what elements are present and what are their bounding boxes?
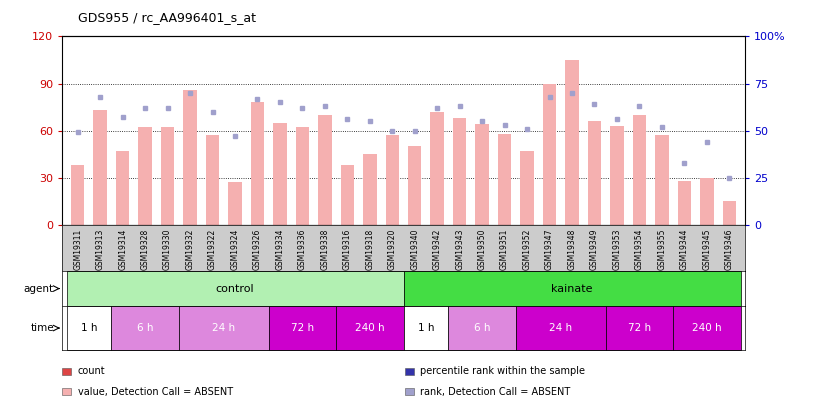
Text: 72 h: 72 h xyxy=(290,323,314,333)
Bar xyxy=(139,128,152,225)
Text: GSM19316: GSM19316 xyxy=(343,228,352,270)
Text: 72 h: 72 h xyxy=(628,323,651,333)
Text: GSM19346: GSM19346 xyxy=(725,228,734,270)
Text: GSM19340: GSM19340 xyxy=(410,228,419,270)
Text: GDS955 / rc_AA996401_s_at: GDS955 / rc_AA996401_s_at xyxy=(78,11,256,24)
Bar xyxy=(655,135,668,225)
Text: GSM19311: GSM19311 xyxy=(73,228,82,270)
Text: GSM19313: GSM19313 xyxy=(95,228,104,270)
Bar xyxy=(565,60,579,225)
Bar xyxy=(588,121,601,225)
Bar xyxy=(408,146,422,225)
Bar xyxy=(161,128,175,225)
Bar xyxy=(453,118,467,225)
Text: count: count xyxy=(78,366,105,376)
Text: GSM19336: GSM19336 xyxy=(298,228,307,270)
Bar xyxy=(184,90,197,225)
Bar xyxy=(116,151,130,225)
Bar xyxy=(722,201,736,225)
Bar xyxy=(543,83,557,225)
Text: GSM19351: GSM19351 xyxy=(500,228,509,270)
Bar xyxy=(498,134,512,225)
Text: 24 h: 24 h xyxy=(212,323,235,333)
Text: GSM19347: GSM19347 xyxy=(545,228,554,270)
Text: rank, Detection Call = ABSENT: rank, Detection Call = ABSENT xyxy=(420,386,570,396)
Text: time: time xyxy=(30,323,54,333)
Bar xyxy=(385,135,399,225)
Bar xyxy=(112,306,179,350)
Bar xyxy=(677,181,691,225)
Text: GSM19324: GSM19324 xyxy=(230,228,240,270)
Text: GSM19326: GSM19326 xyxy=(253,228,262,270)
Text: kainate: kainate xyxy=(552,284,592,294)
Bar xyxy=(336,306,403,350)
Bar xyxy=(476,124,489,225)
Text: GSM19352: GSM19352 xyxy=(522,228,531,270)
Bar xyxy=(179,306,268,350)
Text: 6 h: 6 h xyxy=(474,323,490,333)
Bar xyxy=(273,123,286,225)
Bar xyxy=(251,102,264,225)
Text: GSM19355: GSM19355 xyxy=(658,228,667,270)
Bar xyxy=(363,154,376,225)
Text: GSM19348: GSM19348 xyxy=(567,228,577,270)
Text: GSM19320: GSM19320 xyxy=(388,228,397,270)
Bar xyxy=(318,115,331,225)
Text: 240 h: 240 h xyxy=(355,323,384,333)
Text: agent: agent xyxy=(24,284,54,294)
Bar xyxy=(521,151,534,225)
Text: control: control xyxy=(215,284,255,294)
Text: GSM19322: GSM19322 xyxy=(208,228,217,270)
Bar xyxy=(673,306,740,350)
Text: percentile rank within the sample: percentile rank within the sample xyxy=(420,366,585,376)
Bar xyxy=(71,165,85,225)
Bar xyxy=(67,306,112,350)
Text: GSM19354: GSM19354 xyxy=(635,228,644,270)
Text: 6 h: 6 h xyxy=(137,323,153,333)
Text: GSM19344: GSM19344 xyxy=(680,228,689,270)
Text: GSM19342: GSM19342 xyxy=(432,228,441,270)
Bar xyxy=(516,306,605,350)
Bar xyxy=(206,135,220,225)
Bar xyxy=(228,182,242,225)
Text: value, Detection Call = ABSENT: value, Detection Call = ABSENT xyxy=(78,386,233,396)
Text: 1 h: 1 h xyxy=(81,323,97,333)
Bar xyxy=(295,128,309,225)
Text: GSM19330: GSM19330 xyxy=(163,228,172,270)
Text: GSM19343: GSM19343 xyxy=(455,228,464,270)
Text: GSM19334: GSM19334 xyxy=(276,228,285,270)
Bar xyxy=(67,271,403,306)
Bar xyxy=(610,126,623,225)
Text: GSM19345: GSM19345 xyxy=(703,228,712,270)
Text: GSM19332: GSM19332 xyxy=(185,228,194,270)
Bar xyxy=(404,271,740,306)
Bar xyxy=(404,306,449,350)
Bar xyxy=(632,115,646,225)
Text: 1 h: 1 h xyxy=(418,323,434,333)
Bar xyxy=(268,306,336,350)
Text: GSM19318: GSM19318 xyxy=(366,228,375,270)
Bar xyxy=(700,178,713,225)
Text: GSM19350: GSM19350 xyxy=(477,228,486,270)
Bar xyxy=(449,306,516,350)
Text: 240 h: 240 h xyxy=(692,323,721,333)
Bar xyxy=(431,112,444,225)
Text: GSM19338: GSM19338 xyxy=(321,228,330,270)
Bar xyxy=(340,165,354,225)
Text: GSM19349: GSM19349 xyxy=(590,228,599,270)
Text: GSM19328: GSM19328 xyxy=(140,228,149,270)
Bar xyxy=(94,110,107,225)
Text: GSM19314: GSM19314 xyxy=(118,228,127,270)
Bar xyxy=(605,306,673,350)
Text: 24 h: 24 h xyxy=(549,323,572,333)
Text: GSM19353: GSM19353 xyxy=(613,228,622,270)
